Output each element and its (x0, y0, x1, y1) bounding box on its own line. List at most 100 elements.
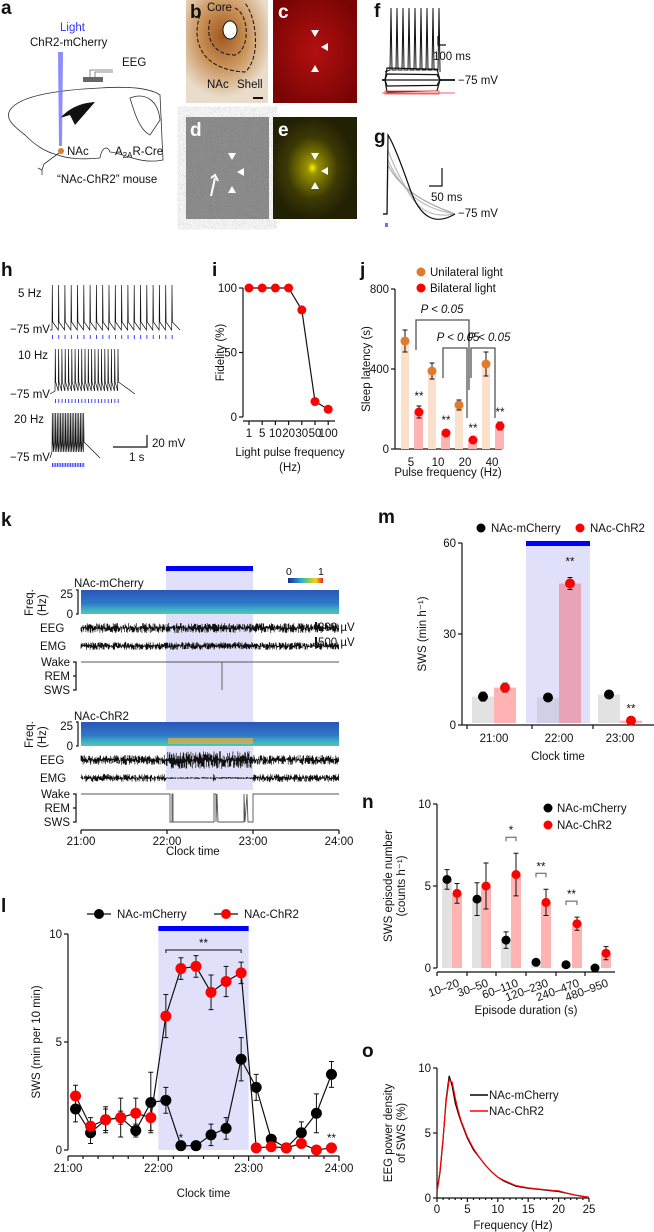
cre-suffix: R-Cre (132, 146, 163, 158)
x-tick-label: 15 (522, 1204, 535, 1216)
light-pulse-marker (73, 463, 74, 467)
light-pulse-marker (83, 463, 84, 467)
x-axis-label: Clock time (177, 1188, 231, 1200)
light-pulse-marker (84, 335, 85, 339)
freq-max-label: 25 (60, 721, 73, 733)
light-pulse-marker (85, 399, 86, 403)
light-pulse-marker (101, 399, 102, 403)
legend-marker (221, 909, 231, 919)
spectrogram (81, 590, 339, 614)
light-on-bar (166, 566, 253, 571)
x-tick-label: 23:00 (239, 836, 268, 848)
legend-mcherry-marker (477, 524, 486, 533)
firing-trace (50, 349, 135, 394)
light-pulse-marker (68, 399, 69, 403)
bilateral-point (442, 429, 451, 438)
data-point (236, 1054, 247, 1065)
x-tick-label: 0 (434, 1204, 440, 1216)
light-pulse-marker (72, 463, 73, 467)
panel-d: d (186, 117, 269, 219)
panel-l: l 0 5 10 SWS (min per 10 min) 21:00 22:00 23:00… (1, 896, 353, 1200)
light-pulse-marker (81, 399, 82, 403)
light-pulse-marker (54, 463, 55, 467)
legend-label: NAc-ChR2 (489, 1106, 544, 1118)
x-axis-label: Light pulse frequency (235, 447, 345, 459)
light-pulse-marker (52, 335, 53, 339)
resting-potential-label: −75 mV (458, 208, 498, 220)
x-tick-label: 5 (259, 428, 265, 440)
significance-bracket (506, 837, 516, 841)
x-tick-label: 21:00 (67, 836, 96, 848)
light-pulse-marker (385, 223, 388, 227)
shell-label: Shell (237, 79, 263, 91)
spiking-trace (385, 8, 440, 72)
panel-c: c (273, 0, 357, 103)
unilateral-point (482, 360, 491, 369)
nac-label: NAc (67, 146, 89, 158)
data-point (100, 1114, 111, 1125)
vm-label: −75 mV (10, 452, 50, 464)
panel-f: f 100 ms −75 mV (374, 1, 498, 94)
legend-mcherry-marker (544, 804, 553, 813)
rem-label: REM (44, 671, 70, 683)
data-point (70, 1091, 81, 1102)
light-pulse-marker (78, 399, 79, 403)
light-pulse-marker (91, 399, 92, 403)
light-pulse-marker (134, 335, 135, 339)
panel-e: e (273, 117, 357, 219)
mcherry-point (473, 895, 482, 904)
data-point (258, 284, 267, 293)
mcherry-point (543, 693, 553, 703)
data-point (160, 1095, 171, 1106)
significance-stars: ** (627, 704, 636, 716)
vm-label: −75 mV (10, 324, 50, 336)
light-pulse-marker (55, 399, 56, 403)
y-axis-label: SWS (min per 10 min) (31, 985, 43, 1098)
light-pulse-marker (72, 399, 73, 403)
group-label-mcherry: NAc-mCherry (74, 578, 144, 590)
panel-label-d: d (190, 120, 202, 141)
x-tick-label: 24:00 (325, 1163, 354, 1175)
legend-label: NAc-ChR2 (244, 909, 299, 921)
data-point (236, 967, 247, 978)
figure-canvas: a Light ChR2-mCherry EEG NAc A2AR-Cre “N… (0, 0, 654, 1232)
y-axis-label: SWS (min h⁻¹) (417, 596, 429, 671)
freq-axis-label: Freq. (24, 721, 36, 748)
y-tick-label: 0 (450, 720, 456, 732)
firing-trace (50, 285, 180, 330)
light-pulse-marker (153, 335, 154, 339)
light-pulse-marker (65, 335, 66, 339)
light-pulse-marker (109, 335, 110, 339)
light-pulse-marker (115, 335, 116, 339)
cre-line-label: A2AR-Cre (115, 146, 163, 160)
colorbar-max: 1 (318, 566, 324, 578)
unilateral-bar (428, 371, 436, 449)
bilateral-point (469, 436, 478, 445)
mcherry-bar (442, 879, 452, 968)
chr2-point (542, 898, 551, 907)
light-pulse-marker (59, 463, 60, 467)
recording-electrode-icon (38, 153, 59, 175)
chr2-point (565, 579, 575, 589)
bilateral-point (496, 422, 505, 431)
light-on-bar (526, 541, 590, 546)
light-pulse-marker (111, 399, 112, 403)
legend-label: NAc-mCherry (489, 1090, 559, 1102)
y-tick-label: 10 (418, 1063, 431, 1075)
figure: a Light ChR2-mCherry EEG NAc A2AR-Cre “N… (0, 0, 654, 1232)
light-pulse-marker (58, 399, 59, 403)
light-pulse-marker (90, 335, 91, 339)
y-tick-label: 5 (425, 881, 431, 893)
state-axis (73, 794, 76, 822)
y-axis-label-2: of SWS (%) (396, 1103, 408, 1163)
anterior-commissure-icon (223, 21, 237, 39)
resting-potential-label: −75 mV (458, 75, 498, 87)
light-pulse-marker (57, 463, 58, 467)
rem-label: REM (44, 803, 70, 815)
light-pulse-marker (95, 399, 96, 403)
light-pulse-marker (96, 335, 97, 339)
data-point (271, 284, 280, 293)
data-point (130, 1108, 141, 1119)
nac-region-label: NAc (207, 79, 229, 91)
unilateral-bar (482, 364, 490, 449)
